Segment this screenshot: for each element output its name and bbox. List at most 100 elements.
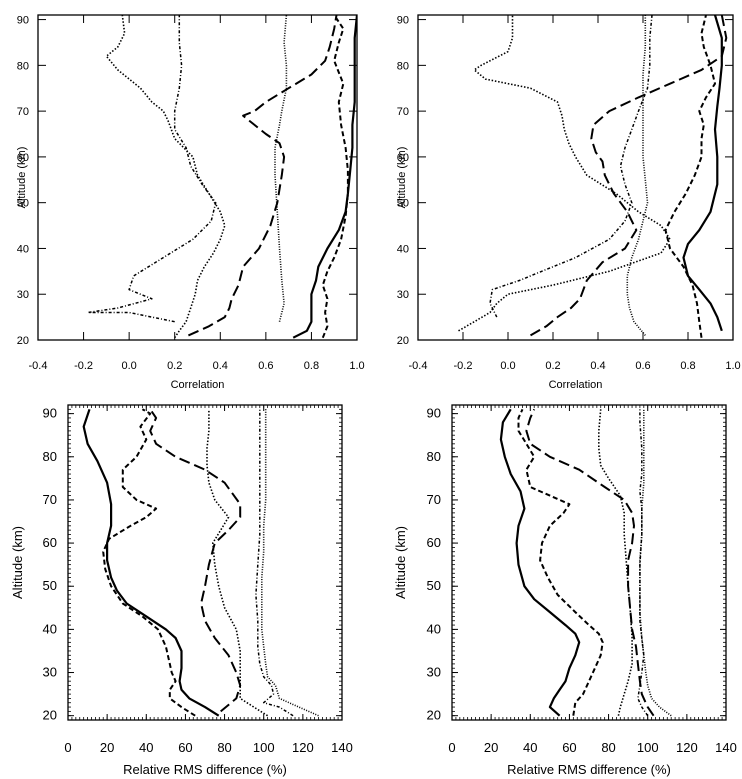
y-tick-label: 60 bbox=[427, 535, 441, 550]
x-tick-label: -0.2 bbox=[74, 360, 93, 372]
series-line-short-dash bbox=[102, 408, 196, 717]
y-tick-label: 20 bbox=[427, 708, 441, 723]
y-tick-label: 30 bbox=[427, 665, 441, 680]
plot-frame bbox=[37, 14, 358, 341]
x-tick-label: 80 bbox=[601, 740, 615, 755]
x-tick-label: 60 bbox=[562, 740, 576, 755]
y-tick-label: 50 bbox=[17, 198, 29, 210]
x-tick-label: 1.0 bbox=[349, 360, 364, 372]
series-line-dash-dot bbox=[637, 409, 649, 717]
x-tick-label: 140 bbox=[715, 740, 737, 755]
plot-frame bbox=[417, 14, 734, 341]
series-line-fine-dot bbox=[261, 409, 319, 717]
panel-1: -0.4 -0.2 0.0 0.2 0.4 0.6 0.8 1.0 20 30 40 50 60 70 80… bbox=[16, 14, 365, 391]
series-line-dash-dot bbox=[489, 15, 653, 318]
y-tick-label: 30 bbox=[43, 665, 57, 680]
y-tick-label: 90 bbox=[427, 406, 441, 421]
x-tick-label: -0.4 bbox=[409, 360, 428, 372]
x-tick-label: 0.2 bbox=[545, 360, 560, 372]
x-tick-label: 0.0 bbox=[121, 360, 136, 372]
x-axis-title: Correlation bbox=[171, 379, 225, 391]
y-axis-title: Altitude (km) bbox=[16, 147, 28, 209]
x-tick-label: 40 bbox=[139, 740, 153, 755]
x-tick-label: 0.2 bbox=[167, 360, 182, 372]
x-tick-label: 140 bbox=[331, 740, 353, 755]
y-tick-label: 40 bbox=[397, 243, 409, 255]
x-tick-label: 0.6 bbox=[635, 360, 650, 372]
series-line-fine-dot bbox=[274, 15, 288, 322]
panel-4: 0 20 40 60 80 100 120 140 20 30 40 50 60 70 80 90 Relati… bbox=[393, 404, 737, 777]
series-line-short-dash bbox=[321, 15, 349, 339]
y-tick-label: 80 bbox=[397, 60, 409, 72]
series-line-dotted bbox=[105, 15, 226, 339]
series-line-long-dash bbox=[530, 15, 728, 337]
y-tick-label: 70 bbox=[43, 492, 57, 507]
y-tick-label: 60 bbox=[397, 152, 409, 164]
y-tick-label: 80 bbox=[43, 449, 57, 464]
y-axis-title: Altitude (km) bbox=[10, 526, 25, 599]
series-line-solid bbox=[82, 408, 220, 717]
x-tick-label: 0.0 bbox=[500, 360, 515, 372]
series-line-long-dash bbox=[525, 408, 655, 717]
y-tick-label: 40 bbox=[43, 621, 57, 636]
x-tick-label: 0.6 bbox=[258, 360, 273, 372]
series-line-long-dash bbox=[149, 408, 242, 713]
y-tick-label: 90 bbox=[17, 15, 29, 27]
panel-2: -0.4 -0.2 0.0 0.2 0.4 0.6 0.8 1.0 20 30 40 50 60 70 80… bbox=[396, 14, 741, 391]
x-tick-label: -0.2 bbox=[454, 360, 473, 372]
series-line-short-dash bbox=[664, 15, 716, 338]
y-tick-label: 60 bbox=[17, 152, 29, 164]
y-tick-label: 90 bbox=[43, 406, 57, 421]
y-tick-label: 70 bbox=[427, 492, 441, 507]
y-tick-label: 20 bbox=[17, 335, 29, 347]
x-tick-label: 0.8 bbox=[680, 360, 695, 372]
y-axis-title: Altitude (km) bbox=[396, 147, 408, 209]
x-tick-label: 40 bbox=[523, 740, 537, 755]
y-tick-label: 20 bbox=[43, 708, 57, 723]
y-tick-label: 80 bbox=[17, 60, 29, 72]
series-line-short-dash bbox=[517, 408, 604, 716]
x-tick-label: 100 bbox=[253, 740, 275, 755]
y-tick-label: 30 bbox=[397, 289, 409, 301]
x-tick-label: 0.4 bbox=[213, 360, 228, 372]
y-tick-label: 70 bbox=[397, 106, 409, 118]
x-tick-label: 120 bbox=[676, 740, 698, 755]
series-line-dash-dot bbox=[255, 409, 294, 717]
series-line-dash-dot bbox=[87, 15, 217, 323]
y-tick-label: 80 bbox=[427, 449, 441, 464]
y-tick-label: 90 bbox=[397, 15, 409, 27]
y-tick-label: 40 bbox=[17, 243, 29, 255]
series-line-fine-dot bbox=[626, 15, 649, 336]
series-line-solid bbox=[682, 15, 723, 332]
y-tick-label: 50 bbox=[43, 578, 57, 593]
x-tick-label: 80 bbox=[217, 740, 231, 755]
y-tick-label: 50 bbox=[427, 578, 441, 593]
x-tick-label: 0 bbox=[448, 740, 455, 755]
panel-3: 0 20 40 60 80 100 120 140 20 30 40 50 60 70 80 90 Relati… bbox=[10, 404, 353, 777]
y-tick-label: 70 bbox=[17, 106, 29, 118]
y-tick-label: 40 bbox=[427, 621, 441, 636]
x-tick-label: 0 bbox=[64, 740, 71, 755]
y-tick-label: 30 bbox=[17, 289, 29, 301]
x-tick-label: 20 bbox=[484, 740, 498, 755]
y-tick-label: 50 bbox=[397, 198, 409, 210]
y-tick-label: 20 bbox=[397, 335, 409, 347]
x-tick-label: 100 bbox=[637, 740, 659, 755]
series-line-dotted bbox=[598, 409, 633, 716]
x-axis-title: Correlation bbox=[549, 379, 603, 391]
plot-frame bbox=[451, 404, 727, 721]
y-axis-title: Altitude (km) bbox=[393, 526, 408, 599]
x-tick-label: 20 bbox=[100, 740, 114, 755]
x-tick-label: -0.4 bbox=[29, 360, 48, 372]
series-line-solid bbox=[499, 408, 581, 717]
x-axis-title: Relative RMS difference (%) bbox=[123, 762, 287, 777]
series-line-fine-dot bbox=[639, 409, 672, 717]
x-tick-label: 0.8 bbox=[304, 360, 319, 372]
x-axis-title: Relative RMS difference (%) bbox=[507, 762, 671, 777]
x-tick-label: 1.0 bbox=[725, 360, 740, 372]
series-line-dotted bbox=[458, 15, 671, 332]
series-line-long-dash bbox=[187, 15, 338, 337]
x-tick-label: 60 bbox=[178, 740, 192, 755]
y-tick-label: 60 bbox=[43, 535, 57, 550]
